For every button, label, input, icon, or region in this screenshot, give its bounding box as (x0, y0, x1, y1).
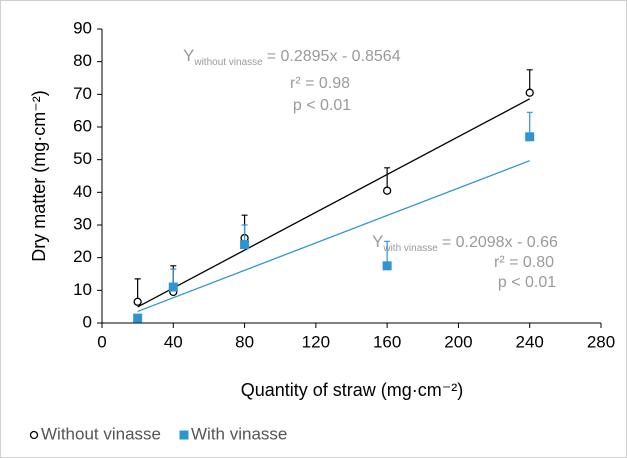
y-tick-label: 40 (73, 182, 92, 201)
legend-label: Without vinasse (41, 424, 161, 443)
legend-marker (29, 430, 39, 440)
y-axis-title: Dry matter (mg·cm⁻²) (29, 90, 49, 261)
y-tick-label: 30 (73, 214, 92, 233)
annotation-formula: = 0.2895x - 0.8564 (267, 48, 401, 65)
legend-label: With vinasse (191, 424, 287, 443)
trendline (137, 98, 531, 308)
annotation-equation: Ywithout vinasse = 0.2895x - 0.8564 (183, 46, 401, 67)
data-point (133, 297, 142, 306)
x-tick-label: 160 (373, 332, 401, 351)
annotation-subscript: without vinasse (193, 57, 263, 68)
y-tick-label: 90 (73, 18, 92, 37)
data-point (525, 132, 535, 142)
trendline (137, 160, 530, 313)
annotation-subscript: with vinasse (382, 243, 438, 254)
annotation-formula: = 0.2098x - 0.66 (442, 234, 558, 251)
annotation-equation: Ywith vinasse = 0.2098x - 0.66 (372, 232, 558, 253)
x-tick-label: 200 (444, 332, 472, 351)
y-tick-label: 50 (73, 149, 92, 168)
annotation-r2: r² = 0.80 (494, 254, 554, 271)
data-point (133, 313, 143, 323)
y-tick-label: 0 (83, 312, 92, 331)
x-tick-label: 0 (97, 332, 106, 351)
x-axis-title: Quantity of straw (mg·cm⁻²) (241, 380, 464, 400)
annotation-p: p < 0.01 (498, 274, 556, 291)
x-tick-label: 120 (302, 332, 330, 351)
x-tick-label: 280 (587, 332, 615, 351)
y-tick-label: 70 (73, 84, 92, 103)
data-point (168, 282, 178, 292)
data-point (240, 240, 250, 250)
data-point (382, 186, 392, 195)
x-tick-label: 80 (235, 332, 254, 351)
y-tick-label: 80 (73, 51, 92, 70)
annotation-p: p < 0.01 (293, 97, 351, 114)
annotation-symbol: Y (183, 46, 194, 65)
x-tick-label: 40 (164, 332, 183, 351)
y-tick-label: 60 (73, 116, 92, 135)
legend-marker (179, 430, 189, 440)
annotation-r2: r² = 0.98 (290, 75, 350, 92)
data-point (525, 88, 534, 97)
data-point (382, 261, 392, 271)
annotation-symbol: Y (372, 232, 383, 251)
y-tick-label: 20 (73, 247, 92, 266)
y-tick-label: 10 (73, 280, 92, 299)
x-tick-label: 240 (516, 332, 544, 351)
